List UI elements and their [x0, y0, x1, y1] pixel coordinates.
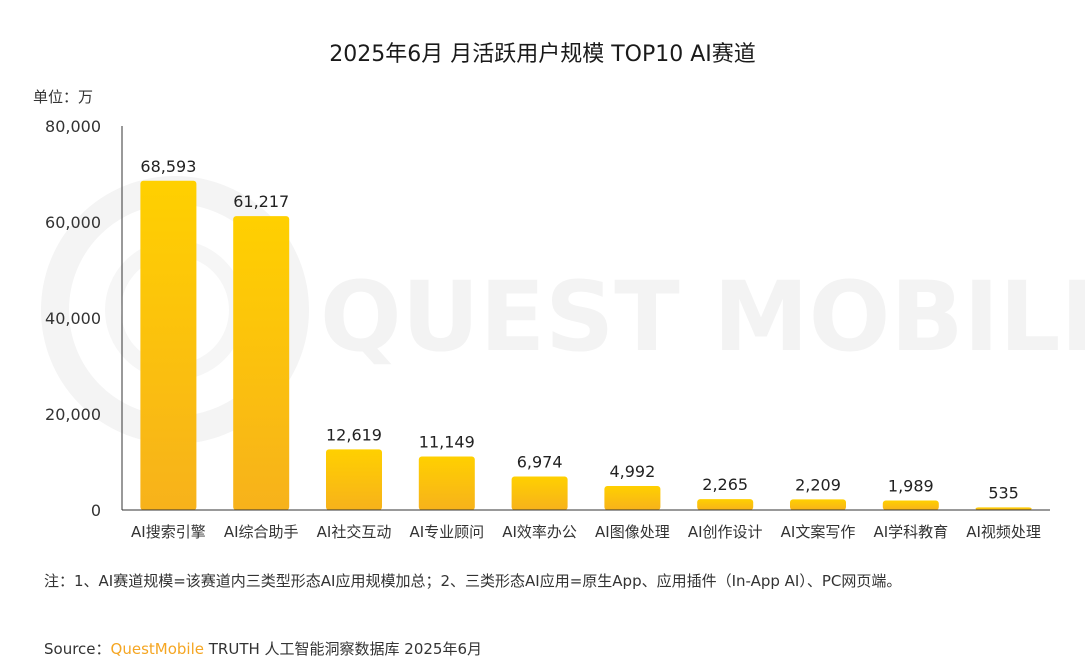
bar-value-label: 2,265: [702, 475, 748, 494]
bar-value-label: 68,593: [140, 157, 196, 176]
x-tick-label: AI创作设计: [688, 523, 763, 541]
x-tick-label: AI视频处理: [966, 523, 1041, 541]
bar: [975, 507, 1032, 510]
bar: [326, 449, 382, 510]
chart-title: 2025年6月 月活跃用户规模 TOP10 AI赛道: [329, 42, 756, 67]
x-tick-label: AI综合助手: [224, 523, 299, 541]
bar: [697, 499, 754, 510]
source-brand: QuestMobile: [110, 640, 204, 658]
source-rest: TRUTH 人工智能洞察数据库 2025年6月: [203, 640, 483, 658]
bar-value-label: 1,989: [888, 476, 934, 495]
y-tick-label: 20,000: [45, 405, 101, 424]
bar-value-label: 535: [988, 483, 1019, 502]
bar: [882, 500, 939, 510]
source-prefix: Source：: [44, 640, 111, 658]
watermark-text: QUEST MOBILE: [320, 261, 1085, 373]
bar: [511, 476, 568, 510]
x-tick-label: AI学科教育: [873, 523, 948, 541]
x-tick-label: AI图像处理: [595, 523, 670, 541]
x-axis: AI搜索引擎 AI综合助手 AI社交互动 AI专业顾问 AI效率办公 AI图像处理 AI创作…: [122, 509, 1050, 541]
y-tick-label: 80,000: [45, 117, 101, 136]
y-tick-label: 60,000: [45, 213, 101, 232]
unit-label: 单位：万: [33, 88, 94, 106]
y-tick-label: 0: [91, 501, 101, 520]
y-tick-label: 40,000: [45, 309, 101, 328]
x-tick-label: AI社交互动: [317, 523, 392, 541]
bar: [140, 180, 197, 510]
x-tick-label: AI搜索引擎: [131, 523, 206, 541]
x-tick-label: AI效率办公: [502, 523, 577, 541]
bar: [233, 216, 290, 511]
bar-value-label: 11,149: [419, 432, 475, 451]
y-axis: 0 20,000 40,000 60,000 80,000: [45, 117, 123, 520]
bar-value-label: 2,209: [795, 475, 841, 494]
bar-value-label: 4,992: [609, 462, 655, 481]
x-tick-label: AI文案写作: [781, 523, 856, 541]
footnote: 注：1、AI赛道规模=该赛道内三类型形态AI应用规模加总；2、三类形态AI应用=…: [44, 572, 902, 590]
bar-value-label: 12,619: [326, 425, 382, 444]
bar: [790, 499, 846, 510]
watermark: QUEST MOBILE: [41, 176, 1085, 444]
bar-value-label: 6,974: [517, 453, 563, 472]
bars: 68,593 61,217 12,619 11,149 6,974 4,992 2,265 2…: [140, 157, 1032, 511]
bar: [418, 456, 475, 510]
x-tick-label: AI专业顾问: [409, 523, 484, 541]
source-line: Source：QuestMobile TRUTH 人工智能洞察数据库 2025年…: [44, 638, 482, 659]
bar-value-label: 61,217: [233, 192, 289, 211]
bar: [604, 486, 661, 510]
